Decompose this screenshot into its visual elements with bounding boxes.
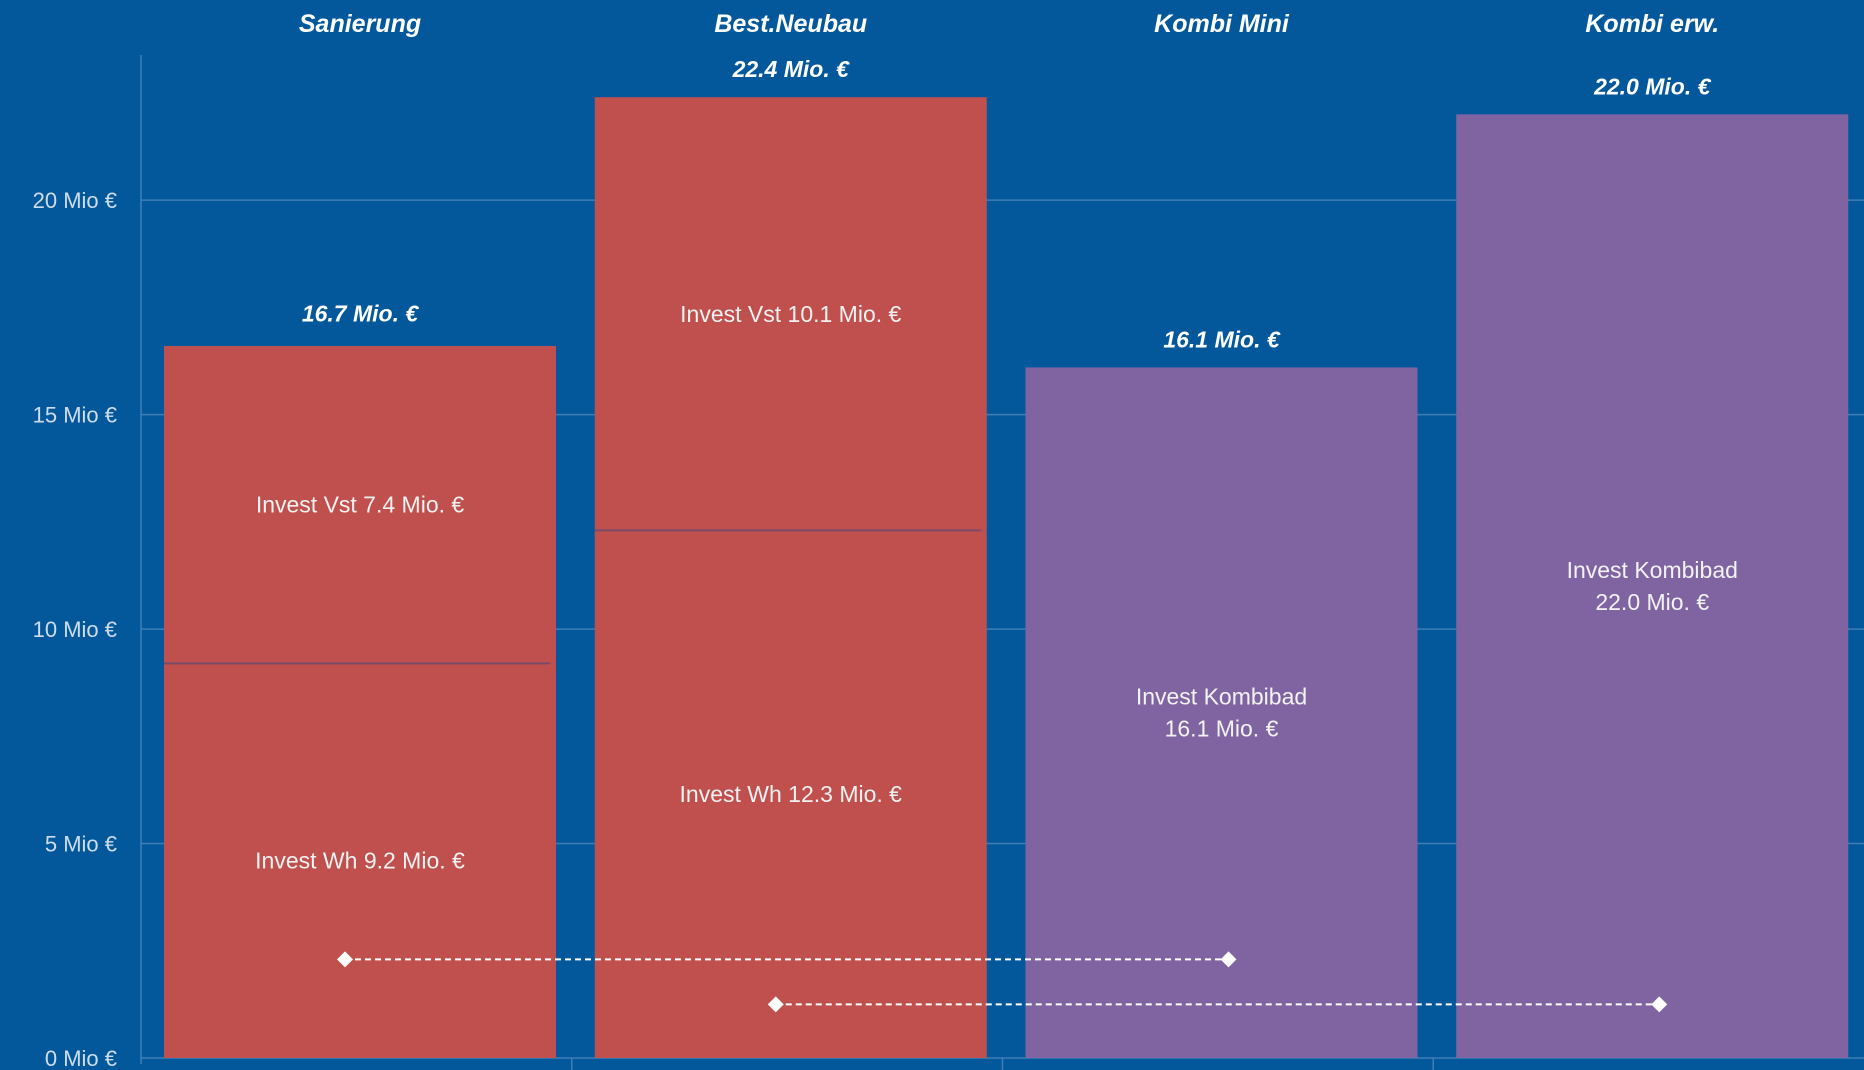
y-tick-label: 10 Mio € xyxy=(33,617,117,642)
total-label: 22.0 Mio. € xyxy=(1593,73,1712,99)
bar-segment xyxy=(164,345,556,664)
bars xyxy=(164,97,1849,1058)
total-label: 16.1 Mio. € xyxy=(1163,326,1281,352)
diamond-marker xyxy=(1220,951,1237,968)
bar-segment xyxy=(164,663,556,1058)
labels: 0 Mio € 5 Mio € 10 Mio € 15 Mio € 20 Mio € In… xyxy=(33,10,1738,1070)
bar-segment xyxy=(1456,114,1849,1058)
y-tick-label: 20 Mio € xyxy=(33,188,117,213)
category-label: Kombi Mini xyxy=(1154,10,1290,38)
segment-label: 22.0 Mio. € xyxy=(1595,589,1709,615)
y-tick-label: 0 Mio € xyxy=(45,1046,117,1070)
diamond-marker xyxy=(337,951,353,968)
total-label: 16.7 Mio. € xyxy=(302,301,420,327)
y-tick-label: 5 Mio € xyxy=(45,832,117,857)
segment-label: Invest Vst 7.4 Mio. € xyxy=(256,492,465,518)
diamond-marker xyxy=(767,996,784,1013)
segment-label: Invest Wh 12.3 Mio. € xyxy=(680,781,903,807)
bar-segment xyxy=(594,97,987,531)
segment-label: 16.1 Mio. € xyxy=(1165,716,1279,742)
connector-lines xyxy=(337,951,1668,1013)
segment-label: Invest Wh 9.2 Mio. € xyxy=(255,848,465,874)
segment-label: Invest Kombibad xyxy=(1136,684,1307,710)
segment-label: Invest Vst 10.1 Mio. € xyxy=(680,301,901,327)
segment-label: Invest Kombibad xyxy=(1567,557,1738,583)
category-label: Kombi erw. xyxy=(1585,10,1719,38)
bar-segment xyxy=(594,530,987,1058)
bar-segment xyxy=(1025,367,1418,1058)
total-label: 22.4 Mio. € xyxy=(732,56,851,82)
category-label: Sanierung xyxy=(299,10,421,38)
y-tick-label: 15 Mio € xyxy=(33,403,117,428)
category-label: Best.Neubau xyxy=(714,10,867,38)
diamond-marker xyxy=(1651,996,1668,1013)
